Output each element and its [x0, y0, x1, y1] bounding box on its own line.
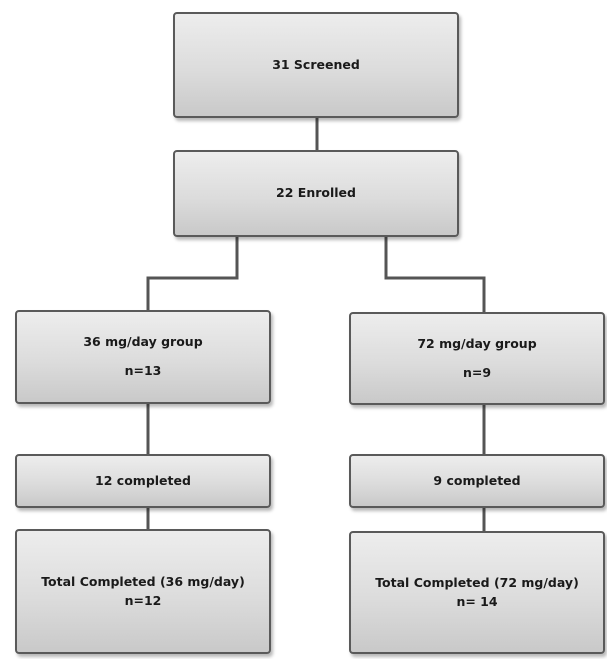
group-36-box: 36 mg/day group n=13 [15, 310, 271, 404]
completed-72-box: 9 completed [349, 454, 605, 508]
enrolled-box: 22 Enrolled [173, 150, 459, 237]
connector-enrolled-group72 [384, 236, 486, 312]
group-36-label: 36 mg/day group [83, 334, 203, 350]
group-72-count: n=9 [462, 364, 492, 380]
group-72-box: 72 mg/day group n=9 [349, 312, 605, 405]
completed-72-label: 9 completed [433, 472, 521, 488]
total-36-label: Total Completed (36 mg/day) [41, 573, 245, 589]
screened-label: 31 Screened [272, 56, 360, 72]
total-72-box: Total Completed (72 mg/day) n= 14 [349, 531, 605, 654]
connector-enrolled-group36 [146, 236, 239, 310]
total-72-count: n= 14 [456, 593, 498, 609]
screened-box: 31 Screened [173, 12, 459, 118]
completed-36-label: 12 completed [95, 472, 191, 488]
enrolled-label: 22 Enrolled [276, 185, 356, 201]
group-36-count: n=13 [124, 363, 162, 378]
completed-36-box: 12 completed [15, 454, 271, 508]
total-72-label: Total Completed (72 mg/day) [375, 574, 579, 590]
total-36-box: Total Completed (36 mg/day) n=12 [15, 529, 271, 654]
total-36-count: n=12 [124, 592, 162, 608]
group-72-label: 72 mg/day group [417, 335, 537, 351]
